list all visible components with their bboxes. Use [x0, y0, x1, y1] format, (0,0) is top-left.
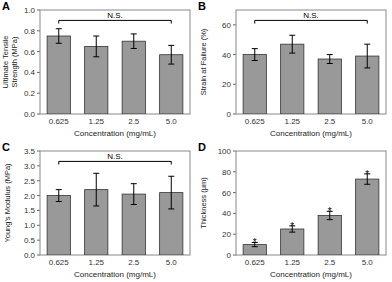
plot-frame — [40, 10, 190, 114]
figure: 0.0 0.2 0.4 0.6 0.8 1.0 0.625 1.25 2.5 5.0 Concent… — [0, 0, 392, 282]
significance-bracket — [59, 161, 172, 164]
x-axis-label: Concentration (mg/mL) — [74, 270, 156, 279]
x-tick-label: 1.25 — [88, 117, 104, 126]
y-tick-label: 2.0 — [24, 192, 36, 201]
x-tick-label: 5.0 — [362, 258, 374, 267]
y-tick-label: 100 — [218, 147, 232, 156]
x-tick-label: 0.625 — [245, 117, 266, 126]
panel-label: C — [2, 141, 10, 153]
y-tick-label: 2.5 — [24, 177, 36, 186]
error-bar — [56, 190, 62, 202]
significance-marker: * — [290, 221, 294, 232]
y-axis-label: Thickness (μm) — [199, 177, 208, 229]
error-bar — [289, 35, 295, 53]
y-tick-label: 1.0 — [24, 6, 36, 15]
bar — [122, 41, 145, 114]
marks — [47, 29, 183, 114]
significance-bracket — [255, 20, 368, 23]
bar — [243, 55, 266, 114]
bar — [318, 215, 341, 255]
x-tick-label: 2.5 — [324, 117, 336, 126]
bar — [281, 229, 304, 255]
significance-label: N.S. — [107, 152, 123, 161]
marks — [243, 174, 379, 255]
y-tick-label: 0.4 — [24, 68, 36, 77]
y-tick-label: 20 — [222, 230, 231, 239]
x-axis-label: Concentration (mg/mL) — [74, 129, 156, 138]
significance-marker: * — [328, 206, 332, 217]
panel: 0.0 0.5 1.0 1.5 2.0 2.5 3.0 3.5 0.625 1.25 2.5 5.0 C… — [2, 141, 190, 279]
y-tick-label: 3.5 — [24, 147, 36, 156]
significance-marker: * — [365, 169, 369, 180]
error-bar — [364, 44, 370, 68]
x-tick-label: 2.5 — [324, 258, 336, 267]
panel: 0.0 0.2 0.4 0.6 0.8 1.0 0.625 1.25 2.5 5.0 Concent… — [1, 0, 190, 138]
y-tick-label: 0 — [227, 110, 232, 119]
panel-label: D — [198, 141, 206, 153]
x-tick-label: 0.625 — [49, 117, 70, 126]
y-tick-label: 1.5 — [24, 206, 36, 215]
significance-label: N.S. — [303, 11, 319, 20]
y-tick-label: 0 — [227, 251, 232, 260]
error-bar — [168, 176, 174, 209]
x-tick-label: 1.25 — [284, 258, 300, 267]
y-tick-label: 60 — [222, 189, 231, 198]
x-tick-label: 2.5 — [128, 117, 140, 126]
y-axis-label: Ultimate TensileStrength (MPa) — [1, 36, 19, 89]
significance-marker: * — [253, 237, 257, 248]
panel-label: B — [198, 0, 206, 12]
x-tick-label: 1.25 — [88, 258, 104, 267]
error-bar — [93, 36, 99, 57]
x-tick-label: 5.0 — [166, 117, 178, 126]
x-tick-label: 5.0 — [166, 258, 178, 267]
y-tick-label: 20 — [222, 80, 231, 89]
x-tick-label: 5.0 — [362, 117, 374, 126]
error-bar — [93, 173, 99, 206]
y-tick-label: 0.5 — [24, 236, 36, 245]
y-tick-label: 0.0 — [24, 251, 36, 260]
panel: 0 20 40 60 80 100 0.625 1.25 2.5 5.0 Concentration… — [198, 141, 386, 279]
error-bar — [327, 55, 333, 64]
bar — [318, 59, 341, 114]
significance-label: N.S. — [107, 11, 123, 20]
y-tick-label: 0.6 — [24, 48, 36, 57]
plot-frame — [40, 151, 190, 255]
x-tick-label: 1.25 — [284, 117, 300, 126]
panel: 0 20 40 60 0.625 1.25 2.5 5.0 Concentration (mg/… — [198, 0, 386, 138]
y-tick-label: 40 — [222, 51, 231, 60]
y-axis-label: Strain at Failure (%) — [199, 28, 208, 95]
y-tick-label: 60 — [222, 21, 231, 30]
x-tick-label: 2.5 — [128, 258, 140, 267]
error-bar — [252, 49, 258, 61]
y-tick-label: 3.0 — [24, 162, 36, 171]
bar — [281, 44, 304, 114]
error-bar — [56, 29, 62, 44]
plot-frame — [236, 151, 386, 255]
panel-label: A — [2, 0, 10, 12]
y-tick-label: 40 — [222, 209, 231, 218]
marks — [47, 173, 183, 255]
x-tick-label: 0.625 — [245, 258, 266, 267]
x-tick-label: 0.625 — [49, 258, 70, 267]
x-axis-label: Concentration (mg/mL) — [270, 270, 352, 279]
y-tick-label: 1.0 — [24, 221, 36, 230]
x-axis-label: Concentration (mg/mL) — [270, 129, 352, 138]
bar — [47, 196, 70, 255]
y-tick-label: 0.0 — [24, 110, 36, 119]
error-bar — [131, 34, 137, 49]
significance-bracket — [59, 20, 172, 23]
y-axis-label: Young's Modulus (MPa) — [3, 163, 12, 243]
marks — [243, 35, 379, 114]
y-tick-label: 0.2 — [24, 89, 36, 98]
bar — [47, 36, 70, 114]
bar — [356, 179, 379, 255]
y-tick-label: 80 — [222, 168, 231, 177]
plot-frame — [236, 10, 386, 114]
y-tick-label: 0.8 — [24, 27, 36, 36]
error-bar — [131, 184, 137, 205]
error-bar — [168, 45, 174, 64]
